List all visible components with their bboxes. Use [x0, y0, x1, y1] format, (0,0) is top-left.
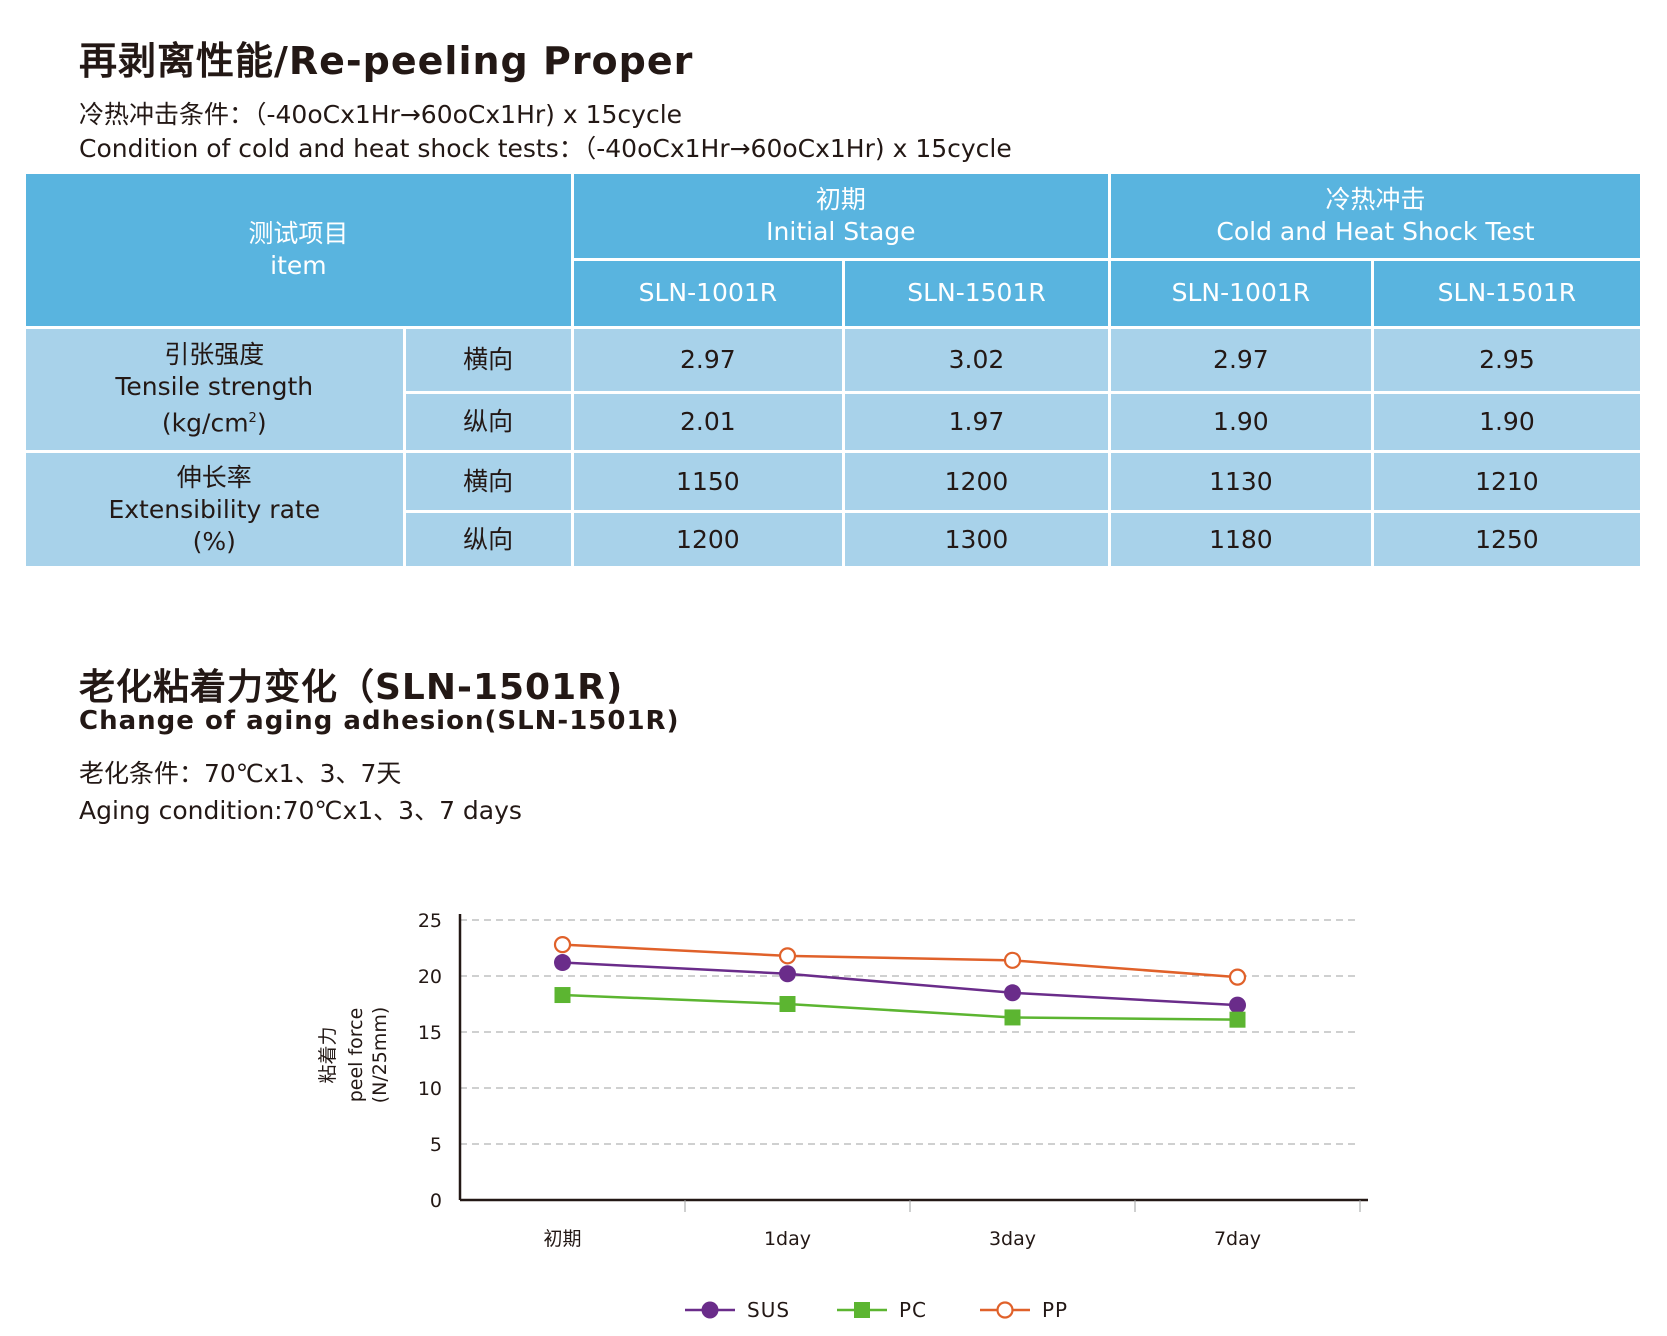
y-axis-label-unit: (N/25mm): [369, 1007, 391, 1104]
data-point-pp: [778, 947, 797, 965]
category-tensile-zh: 引张强度: [164, 340, 265, 370]
direction-cell: 横向: [402, 450, 574, 514]
value-cell: 1150: [570, 450, 845, 514]
data-point-pc: [779, 996, 796, 1012]
category-ext-en: Extensibility rate: [108, 494, 321, 524]
y-tick-label: 10: [418, 1078, 442, 1100]
value-cell: 1.90: [1370, 391, 1644, 454]
section1-title: 再剥离性能/Re-peeling Proper: [79, 39, 694, 83]
group-shock-en: Cold and Heat Shock Test: [1216, 216, 1535, 246]
value-cell: 1210: [1370, 450, 1644, 514]
unit-sup: 2: [248, 411, 257, 427]
legend-marker-sus: [701, 1301, 719, 1319]
legend-label-pc: PC: [899, 1298, 927, 1322]
series-line-sus: [562, 961, 1238, 1007]
data-point-pc: [1004, 1009, 1021, 1026]
direction-cell: 纵向: [402, 391, 574, 454]
value-cell: 1.90: [1107, 391, 1374, 454]
category-extensibility: 伸长率 Extensibility rate (%): [23, 450, 406, 569]
y-tick-label: 5: [430, 1134, 442, 1156]
data-point-sus: [779, 965, 796, 983]
value-cell: 2.97: [1107, 326, 1374, 395]
legend-label-sus: SUS: [747, 1298, 790, 1322]
section2-title-en: Change of aging adhesion(SLN-1501R): [79, 706, 680, 736]
value-cell: 1200: [570, 510, 845, 569]
data-point-sus: [1004, 984, 1021, 1002]
group-header-initial: 初期 Initial Stage: [570, 171, 1111, 261]
direction-cell: 横向: [402, 326, 574, 395]
category-tensile: 引张强度 Tensile strength (kg/cm2): [23, 326, 406, 454]
aging-adhesion-chart: 0 5 10 15 20 25 初期 1day 3day 7day 粘着力 peel force…: [317, 910, 1368, 1322]
x-tick-label: 3day: [989, 1228, 1036, 1250]
y-tick-label: 15: [418, 1022, 442, 1044]
legend-marker-pp: [996, 1301, 1014, 1319]
data-point-sus: [554, 954, 571, 972]
aging-condition-en: Aging condition:70℃x1、3、7 days: [79, 796, 522, 825]
model-header: SLN-1501R: [841, 257, 1111, 330]
item-header-en: item: [270, 251, 327, 281]
series-line-pp: [562, 943, 1238, 979]
legend-label-pp: PP: [1042, 1298, 1068, 1322]
value-cell: 2.01: [570, 391, 845, 454]
shock-condition-zh: 冷热冲击条件：（-40oCx1Hr→60oCx1Hr) x 15cycle: [79, 100, 683, 129]
unit-end: ): [256, 408, 267, 438]
aging-conditions: 老化条件：70℃x1、3、7天 Aging condition:70℃x1、3、…: [79, 755, 522, 829]
aging-condition-zh: 老化条件：70℃x1、3、7天: [79, 759, 402, 788]
shock-condition-en: Condition of cold and heat shock tests：（…: [79, 134, 1012, 163]
y-tick-label: 20: [418, 966, 442, 988]
item-header: 测试项目 item: [23, 170, 574, 330]
x-tick-label: 7day: [1214, 1228, 1261, 1250]
item-header-zh: 测试项目: [248, 219, 349, 249]
data-point-sus: [1229, 996, 1246, 1014]
value-cell: 1130: [1107, 450, 1374, 514]
y-tick-label: 0: [430, 1190, 442, 1212]
group-initial-zh: 初期: [815, 184, 866, 214]
value-cell: 1300: [841, 510, 1111, 569]
data-point-pc: [1229, 1011, 1246, 1028]
shock-conditions: 冷热冲击条件：（-40oCx1Hr→60oCx1Hr) x 15cycle Co…: [79, 98, 1012, 166]
data-point-pc: [554, 987, 571, 1004]
y-tick-label: 25: [418, 910, 442, 932]
series-line-pc: [562, 993, 1238, 1021]
value-cell: 3.02: [841, 326, 1111, 395]
model-header: SLN-1001R: [1107, 257, 1374, 330]
y-axis-label-zh: 粘着力: [317, 1026, 339, 1083]
value-cell: 1180: [1107, 510, 1374, 569]
legend-marker-pc: [854, 1302, 870, 1318]
group-initial-en: Initial Stage: [766, 216, 916, 246]
x-tick-label: 初期: [543, 1228, 581, 1250]
group-shock-zh: 冷热冲击: [1325, 184, 1426, 214]
category-tensile-unit: (kg/cm2): [26, 403, 403, 439]
model-header: SLN-1001R: [570, 257, 845, 330]
value-cell: 1.97: [841, 391, 1111, 454]
x-tick-label: 1day: [764, 1228, 811, 1250]
category-ext-unit: (%): [192, 526, 236, 556]
value-cell: 2.97: [570, 326, 845, 395]
data-point-pp: [1003, 951, 1022, 969]
model-header: SLN-1501R: [1370, 257, 1644, 330]
value-cell: 1200: [841, 450, 1111, 514]
unit-text: (kg/cm: [161, 408, 249, 438]
y-axis-label-en: peel force: [345, 1008, 367, 1103]
data-point-pp: [553, 936, 572, 954]
repeeling-table: 测试项目 item 初期 Initial Stage 冷热冲击 Cold and…: [23, 170, 1644, 569]
direction-cell: 纵向: [402, 510, 574, 569]
group-header-shock: 冷热冲击 Cold and Heat Shock Test: [1107, 171, 1644, 261]
data-point-pp: [1228, 968, 1247, 986]
value-cell: 1250: [1370, 510, 1644, 569]
section2-title: 老化粘着力变化（SLN-1501R): [79, 667, 624, 708]
category-tensile-en: Tensile strength: [115, 372, 314, 402]
value-cell: 2.95: [1370, 326, 1644, 395]
category-ext-zh: 伸长率: [176, 462, 252, 492]
